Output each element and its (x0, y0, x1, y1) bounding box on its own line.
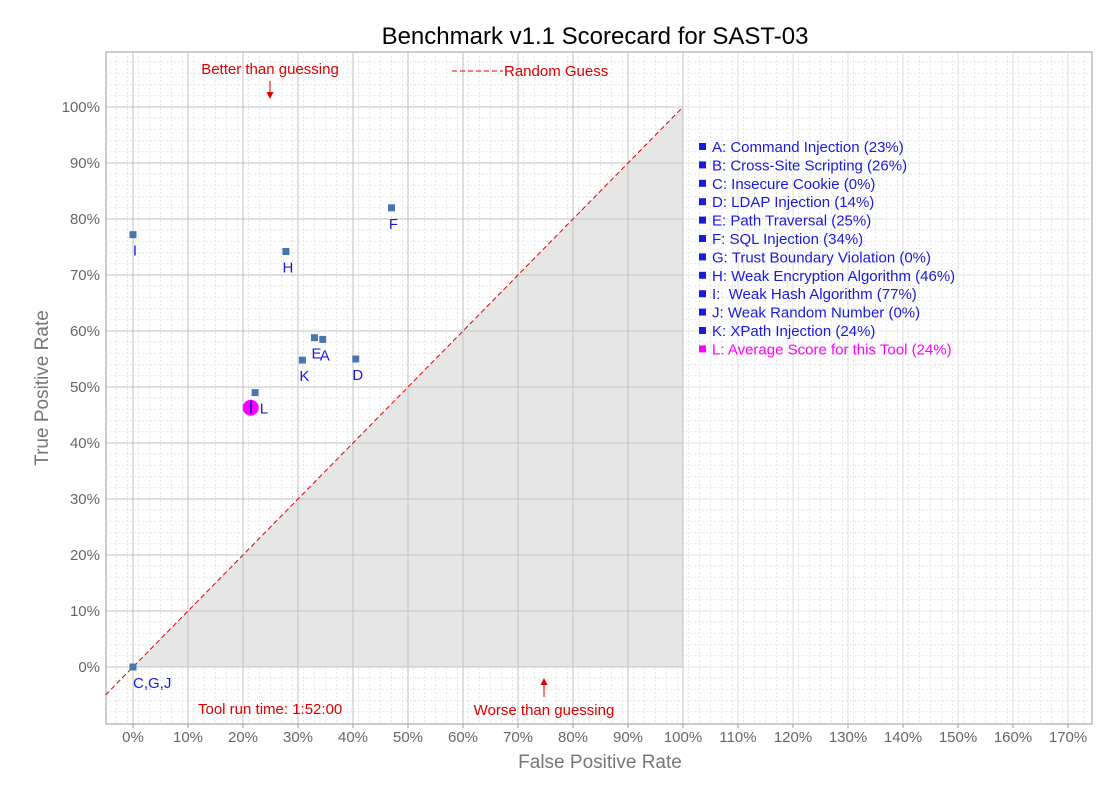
point-e (311, 334, 318, 342)
legend-marker (699, 179, 706, 187)
point-a (319, 335, 327, 343)
legend-marker (699, 345, 706, 353)
x-tick-label: 60% (448, 729, 478, 746)
x-tick-label: 20% (228, 729, 258, 746)
legend-item: A: Command Injection (23%) (712, 139, 904, 156)
legend-item: J: Weak Random Number (0%) (712, 305, 920, 322)
annotations: Better than guessing Random Guess Tool r… (198, 61, 614, 719)
point-label-e: E (311, 346, 321, 363)
better-arrow (266, 81, 274, 99)
x-axis-label: False Positive Rate (518, 752, 682, 773)
point-b (251, 389, 259, 397)
point-f (388, 204, 395, 212)
legend-item: B: Cross-Site Scripting (26%) (712, 157, 907, 174)
legend-marker (699, 216, 706, 224)
y-tick-label: 0% (78, 659, 100, 676)
point-label-a: A (320, 347, 330, 364)
y-tick-label: 30% (70, 491, 100, 508)
y-tick-label: 10% (70, 603, 100, 620)
overlap-marker-b (250, 400, 252, 414)
x-tick-label: 130% (829, 729, 867, 746)
point-k (298, 356, 306, 364)
worse-arrow (540, 678, 548, 697)
worse-than-guessing-label: Worse than guessing (474, 702, 615, 719)
point-label-i: I (133, 243, 137, 260)
x-tick-label: 120% (774, 729, 812, 746)
minor-grid (106, 52, 1092, 724)
legend-item: K: XPath Injection (24%) (712, 323, 875, 340)
data-points: A D E F H I C,G,J K L (129, 204, 398, 692)
x-tick-label: 160% (994, 729, 1032, 746)
legend-marker (699, 308, 706, 316)
x-tick-label: 40% (338, 729, 368, 746)
point-label-d: D (352, 367, 363, 384)
legend-marker (699, 327, 706, 334)
legend-marker (699, 290, 706, 298)
legend-marker (699, 161, 706, 169)
x-tick-label: 10% (173, 729, 203, 746)
random-guess-line (105, 106, 684, 696)
x-tick-label: 30% (283, 729, 313, 746)
x-tick-label: 170% (1049, 729, 1087, 746)
legend-item: E: Path Traversal (25%) (712, 213, 871, 230)
legend-marker (699, 198, 706, 206)
x-tick-label: 0% (122, 729, 144, 746)
better-than-guessing-label: Better than guessing (201, 61, 339, 78)
x-tick-label: 100% (664, 729, 702, 746)
y-tick-label: 40% (70, 435, 100, 452)
x-tick-label: 110% (719, 729, 756, 746)
point-label-k: K (299, 368, 309, 385)
legend-item: D: LDAP Injection (14%) (712, 194, 874, 211)
legend-item: L: Average Score for this Tool (24%) (712, 341, 952, 358)
point-d (352, 355, 360, 363)
x-tick-label: 80% (558, 729, 588, 746)
y-tick-label: 20% (70, 547, 100, 564)
average-point-label: L (260, 401, 268, 418)
x-tick-label: 50% (393, 729, 423, 746)
legend: A: Command Injection (23%)B: Cross-Site … (699, 139, 955, 358)
tool-run-time-label: Tool run time: 1:52:00 (198, 701, 342, 718)
point-j (129, 663, 137, 671)
y-tick-label: 70% (70, 267, 100, 284)
point-label-f: F (389, 216, 398, 233)
random-guess-label: Random Guess (504, 63, 608, 80)
point-label-h: H (282, 259, 293, 276)
point-label-j: C,G,J (133, 675, 171, 692)
legend-item: G: Trust Boundary Violation (0%) (712, 249, 931, 266)
legend-item: H: Weak Encryption Algorithm (46%) (712, 268, 955, 285)
x-tick-label: 150% (939, 729, 977, 746)
point-h (282, 247, 290, 255)
legend-item: F: SQL Injection (34%) (712, 231, 863, 248)
legend-marker (699, 235, 706, 242)
point-i (129, 231, 137, 239)
legend-marker (699, 271, 706, 279)
y-tick-labels: 0% 10% 20% 30% 40% 50% 60% 70% 80% 90% 100% (62, 99, 100, 676)
y-tick-label: 50% (70, 379, 100, 396)
legend-marker (699, 253, 706, 261)
chart-title: Benchmark v1.1 Scorecard for SAST-03 (382, 23, 809, 50)
legend-item: C: Insecure Cookie (0%) (712, 176, 875, 193)
x-tick-label: 140% (884, 729, 922, 746)
random-guess-diagonal (105, 106, 684, 696)
y-axis-label: True Positive Rate (32, 310, 53, 466)
y-tick-label: 90% (70, 155, 100, 172)
legend-item: I: Weak Hash Algorithm (77%) (712, 286, 917, 303)
x-tick-labels: 0% 10% 20% 30% 40% 50% 60% 70% 80% 90% 100% 110% 120… (122, 724, 1087, 746)
y-tick-label: 100% (62, 99, 100, 116)
major-grid (106, 52, 1092, 724)
legend-marker (699, 143, 706, 150)
y-tick-label: 80% (70, 211, 100, 228)
x-tick-label: 90% (613, 729, 643, 746)
x-tick-label: 70% (503, 729, 533, 746)
y-tick-label: 60% (70, 323, 100, 340)
